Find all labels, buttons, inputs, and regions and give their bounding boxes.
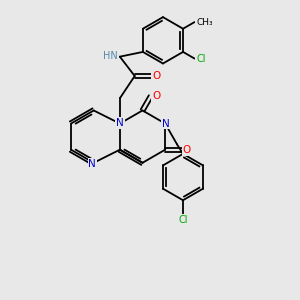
Text: O: O bbox=[183, 145, 191, 155]
Text: HN: HN bbox=[103, 51, 118, 61]
Text: O: O bbox=[152, 91, 160, 101]
Text: CH₃: CH₃ bbox=[196, 17, 213, 26]
Text: N: N bbox=[116, 118, 124, 128]
Text: O: O bbox=[152, 71, 160, 81]
Text: N: N bbox=[162, 118, 169, 128]
Text: N: N bbox=[88, 159, 96, 169]
Text: Cl: Cl bbox=[178, 215, 188, 225]
Text: Cl: Cl bbox=[196, 54, 206, 64]
